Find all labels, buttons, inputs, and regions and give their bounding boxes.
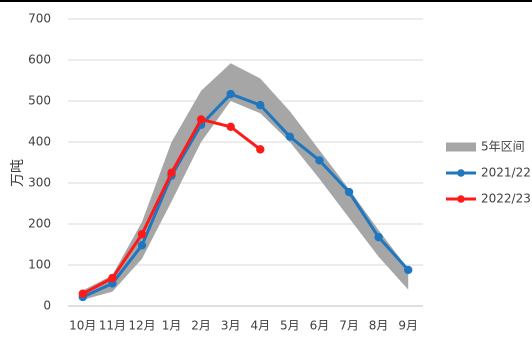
data-point: [226, 122, 235, 132]
series-line: [81, 92, 410, 299]
x-tick-label: 6月: [310, 319, 330, 333]
data-point: [256, 100, 265, 110]
legend: 5年区间 2021/22 2022/23: [446, 140, 531, 206]
x-tick-label: 12月: [128, 319, 155, 333]
y-tick-label: 300: [28, 176, 51, 190]
y-tick-label: 0: [43, 299, 51, 313]
legend-label: 2022/23: [481, 192, 531, 206]
y-axis-label: 万吨: [10, 159, 26, 187]
data-point: [196, 115, 206, 124]
data-point: [167, 168, 176, 177]
x-tick-label: 11月: [99, 319, 126, 333]
y-tick-label: 200: [28, 217, 51, 231]
x-tick-label: 7月: [339, 319, 359, 333]
x-tick-label: 10月: [69, 319, 96, 333]
legend-label-band: 5年区间: [481, 140, 525, 154]
data-point: [108, 273, 117, 283]
data-point: [315, 156, 324, 165]
data-point: [404, 265, 413, 275]
data-point: [374, 232, 383, 242]
data-point: [78, 289, 87, 298]
x-tick-label: 2月: [191, 319, 211, 333]
data-point: [226, 89, 235, 99]
legend-label: 2021/22: [481, 166, 531, 180]
top-border-line: [0, 0, 532, 2]
y-tick-label: 400: [28, 135, 51, 149]
data-point: [137, 230, 147, 239]
x-tick-label: 9月: [398, 319, 418, 333]
data-point: [344, 187, 354, 197]
y-axis-ticks: 0 100 200 300 400 500 600 700: [28, 12, 51, 313]
x-tick-label: 8月: [369, 319, 389, 333]
x-tick-label: 4月: [250, 319, 270, 333]
x-axis-ticks: 10月 11月 12月 1月 2月 3月 4月 5月 6月 7月 8月 9月: [69, 319, 418, 333]
x-tick-label: 3月: [221, 319, 241, 333]
x-tick-label: 1月: [162, 319, 182, 333]
x-tick-label: 5月: [280, 319, 300, 333]
y-tick-label: 600: [28, 53, 51, 67]
legend-swatch-marker: [457, 169, 465, 177]
legend-swatch-marker: [457, 195, 465, 203]
y-tick-label: 500: [28, 94, 51, 108]
data-point: [285, 132, 295, 141]
y-tick-label: 700: [28, 12, 51, 26]
y-tick-label: 100: [28, 258, 51, 272]
data-point: [137, 241, 147, 250]
data-point: [256, 145, 265, 154]
series-layer: [78, 89, 413, 302]
